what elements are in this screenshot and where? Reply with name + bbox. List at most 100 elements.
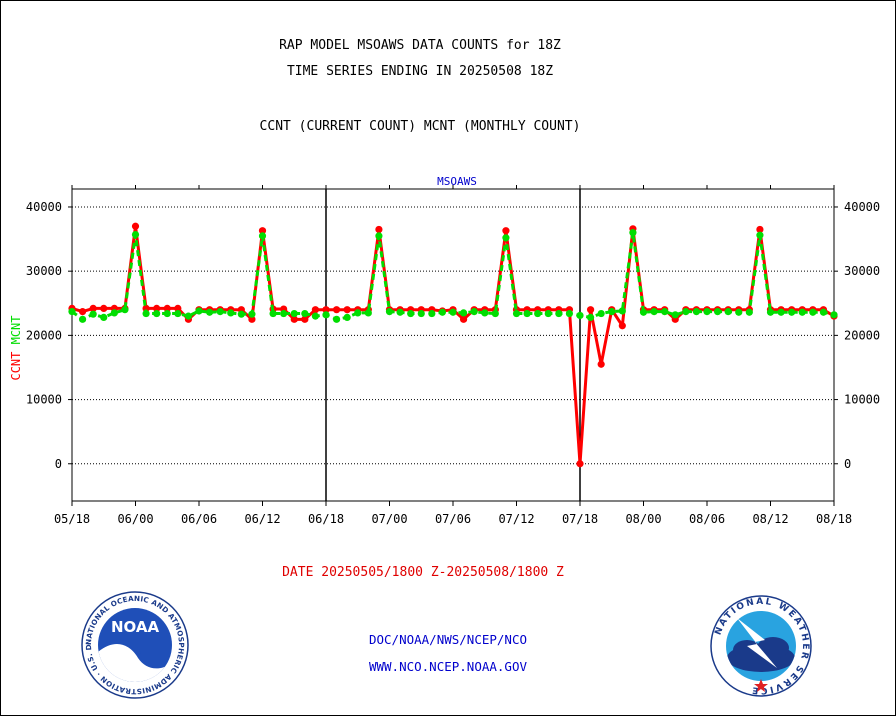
data-point-mcnt (227, 309, 235, 317)
chart-series-title: MSOAWS (437, 175, 477, 188)
data-point-mcnt (809, 308, 817, 316)
data-point-mcnt (724, 308, 732, 316)
x-tick-label: 06/12 (244, 512, 280, 526)
data-point-mcnt (481, 309, 489, 317)
data-point-mcnt (396, 308, 404, 316)
data-point-mcnt (576, 311, 584, 320)
footer-org: DOC/NOAA/NWS/NCEP/NCO (368, 632, 528, 647)
data-point-mcnt (618, 307, 626, 315)
x-tick-label: 08/12 (752, 512, 788, 526)
data-point-mcnt (438, 308, 447, 316)
footer-url[interactable]: WWW.NCO.NCEP.NOAA.GOV (368, 659, 528, 674)
data-point-mcnt (788, 308, 796, 316)
data-point-mcnt (248, 310, 256, 318)
y-tick-label-right: 30000 (844, 264, 880, 278)
y-axis-label: CCNT MCNT (9, 315, 23, 380)
data-point-mcnt (290, 309, 298, 318)
data-point-mcnt (237, 310, 245, 318)
x-tick-label: 08/06 (689, 512, 725, 526)
data-point-ccnt (290, 315, 298, 323)
x-tick-label: 07/00 (371, 512, 407, 526)
data-point-mcnt (258, 232, 267, 240)
data-point-mcnt (703, 308, 711, 316)
series-line-ccnt (71, 224, 835, 466)
y-tick-label-left: 30000 (26, 264, 62, 278)
data-point-mcnt (68, 308, 76, 316)
data-point-ccnt (375, 225, 383, 234)
x-tick-label: 06/18 (308, 512, 344, 526)
plot-area (71, 188, 835, 502)
data-point-mcnt (745, 308, 753, 316)
chart-subtitle: CCNT (CURRENT COUNT) MCNT (MONTHLY COUNT… (259, 119, 581, 134)
data-point-mcnt (671, 311, 679, 319)
data-point-ccnt (174, 304, 182, 313)
data-point-mcnt (142, 309, 150, 318)
data-point-mcnt (534, 309, 542, 318)
data-point-ccnt (322, 306, 330, 314)
data-point-mcnt (777, 308, 785, 316)
x-tick-label: 07/06 (435, 512, 471, 526)
y-tick-label-left: 40000 (26, 200, 62, 214)
data-point-mcnt (332, 315, 341, 323)
data-point-mcnt (280, 309, 288, 318)
data-point-mcnt (629, 229, 637, 237)
data-point-mcnt (735, 308, 743, 316)
data-point-mcnt (343, 313, 351, 321)
data-point-mcnt (417, 309, 425, 318)
data-point-ccnt (258, 227, 267, 235)
date-range-label: DATE 20250505/1800 Z-20250508/1800 Z (282, 565, 564, 580)
data-point-mcnt (364, 309, 372, 317)
data-point-mcnt (153, 309, 161, 318)
noaa-logo: NATIONAL OCEANIC AND ATMOSPHERIC ADMINIS… (80, 590, 189, 699)
data-point-mcnt (502, 234, 510, 242)
data-point-ccnt (332, 306, 341, 314)
data-point-mcnt (131, 230, 140, 239)
data-point-mcnt (78, 315, 87, 323)
data-point-ccnt (248, 315, 256, 323)
data-point-mcnt (692, 308, 701, 316)
data-point-mcnt (354, 309, 362, 317)
x-tick-label: 06/06 (181, 512, 217, 526)
data-point-ccnt (100, 304, 108, 313)
data-point-mcnt (608, 308, 616, 316)
data-point-ccnt (153, 304, 161, 313)
x-tick-label: 08/18 (816, 512, 852, 526)
data-point-mcnt (163, 309, 171, 318)
data-point-mcnt (459, 309, 468, 317)
data-point-ccnt (586, 306, 595, 314)
data-point-ccnt (89, 304, 97, 313)
y-tick-label-left: 10000 (26, 393, 62, 407)
data-point-mcnt (766, 308, 775, 316)
data-point-mcnt (830, 311, 838, 319)
data-point-mcnt (565, 309, 574, 318)
data-point-ccnt (502, 227, 510, 235)
data-point-mcnt (89, 310, 97, 318)
data-point-mcnt (682, 308, 690, 316)
data-point-mcnt (407, 309, 415, 318)
data-point-ccnt (301, 315, 309, 323)
data-point-mcnt (269, 309, 277, 318)
chart-title-line1: RAP MODEL MSOAWS DATA COUNTS for 18Z (279, 38, 561, 53)
y-tick-label-right: 20000 (844, 328, 880, 342)
data-point-mcnt (523, 309, 531, 318)
data-point-mcnt (544, 309, 552, 318)
data-point-mcnt (491, 309, 499, 318)
y-tick-label-left: 20000 (26, 328, 62, 342)
y-tick-label-right: 40000 (844, 200, 880, 214)
y-tick-label-right: 0 (844, 457, 851, 471)
data-point-mcnt (713, 308, 722, 316)
chart-title-line2: TIME SERIES ENDING IN 20250508 18Z (286, 64, 554, 79)
data-point-mcnt (205, 308, 214, 316)
data-point-mcnt (121, 306, 129, 314)
data-point-mcnt (311, 312, 320, 320)
data-point-mcnt (216, 308, 224, 316)
data-point-mcnt (470, 308, 478, 316)
data-point-mcnt (756, 231, 764, 239)
data-point-mcnt (586, 313, 595, 321)
data-point-ccnt (576, 460, 584, 468)
data-point-mcnt (428, 309, 436, 318)
x-tick-label: 08/00 (625, 512, 661, 526)
data-point-mcnt (449, 308, 457, 316)
data-point-ccnt (597, 360, 605, 368)
